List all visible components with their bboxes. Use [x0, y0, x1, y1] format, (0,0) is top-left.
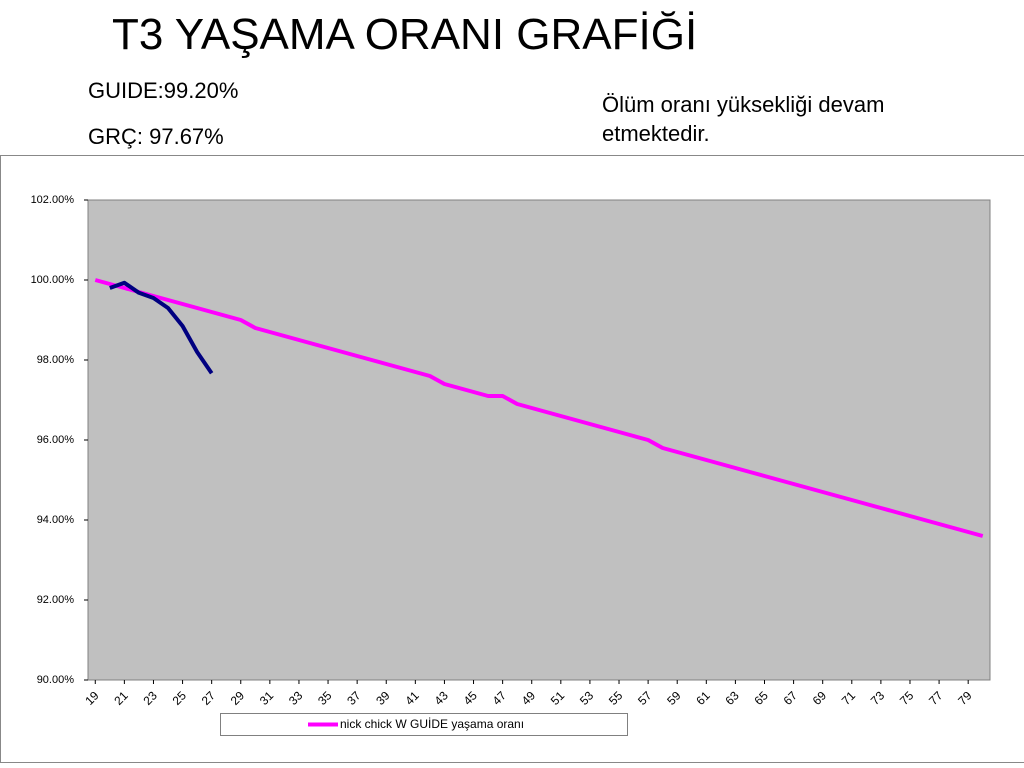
grc-note: GRÇ: 97.67% — [88, 124, 224, 149]
plot-area — [87, 199, 991, 681]
legend-box — [220, 713, 628, 736]
y-tick-label: 90.00% — [37, 674, 75, 686]
comment: Ölüm oranı yüksekliği devam etmektedir. — [602, 92, 885, 146]
y-tick-label: 100.00% — [31, 274, 75, 286]
y-tick-label: 92.00% — [37, 594, 75, 606]
y-tick-label: 94.00% — [37, 514, 75, 526]
slide-title: T3 YAŞAMA ORANI GRAFİĞİ — [112, 10, 698, 59]
guide-note: GUIDE:99.20% — [88, 78, 239, 103]
legend-label: nick chick W GUİDE yaşama oranı — [340, 717, 524, 731]
series-line — [109, 280, 214, 375]
y-tick-label: 102.00% — [31, 194, 75, 206]
series-line — [94, 278, 984, 538]
y-tick-label: 96.00% — [37, 434, 75, 446]
y-tick-label: 98.00% — [37, 354, 75, 366]
